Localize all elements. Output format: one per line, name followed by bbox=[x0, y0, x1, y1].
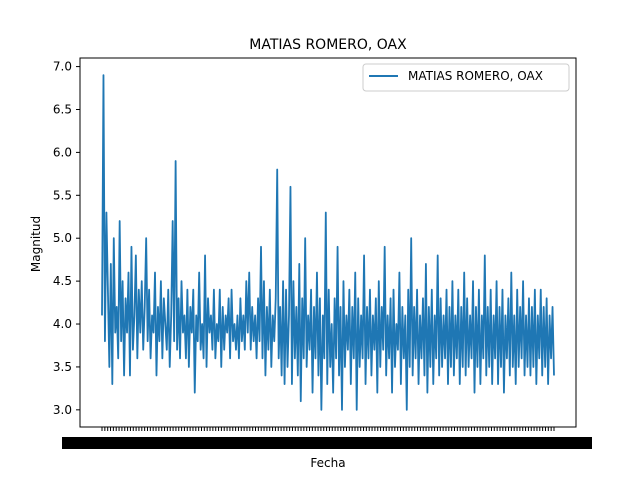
y-tick-label: 5.5 bbox=[53, 188, 72, 202]
x-axis-label: Fecha bbox=[310, 456, 345, 470]
y-tick-label: 4.0 bbox=[53, 317, 72, 331]
y-tick-label: 3.5 bbox=[53, 360, 72, 374]
chart-title: MATIAS ROMERO, OAX bbox=[249, 37, 407, 53]
x-tick-labels-overlapping bbox=[62, 437, 592, 449]
legend: MATIAS ROMERO, OAX bbox=[362, 63, 570, 92]
legend-entry-label: MATIAS ROMERO, OAX bbox=[408, 69, 543, 83]
y-axis-ticks: 3.0 3.5 4.0 4.5 5.0 5.5 6.0 6.5 7.0 bbox=[53, 60, 80, 417]
legend-box bbox=[362, 63, 570, 92]
y-tick-label: 3.0 bbox=[53, 403, 72, 417]
y-tick-label: 6.0 bbox=[53, 145, 72, 159]
plot-frame bbox=[79, 57, 577, 428]
y-tick-label: 5.0 bbox=[53, 231, 72, 245]
y-tick-label: 4.5 bbox=[53, 274, 72, 288]
series-line-matias-romero bbox=[101, 74, 555, 411]
y-tick-label: 6.5 bbox=[53, 102, 72, 116]
y-tick-label: 7.0 bbox=[53, 60, 72, 74]
x-axis-ticks bbox=[62, 427, 592, 449]
y-axis-label: Magnitud bbox=[29, 216, 43, 272]
series-layer bbox=[101, 74, 555, 411]
